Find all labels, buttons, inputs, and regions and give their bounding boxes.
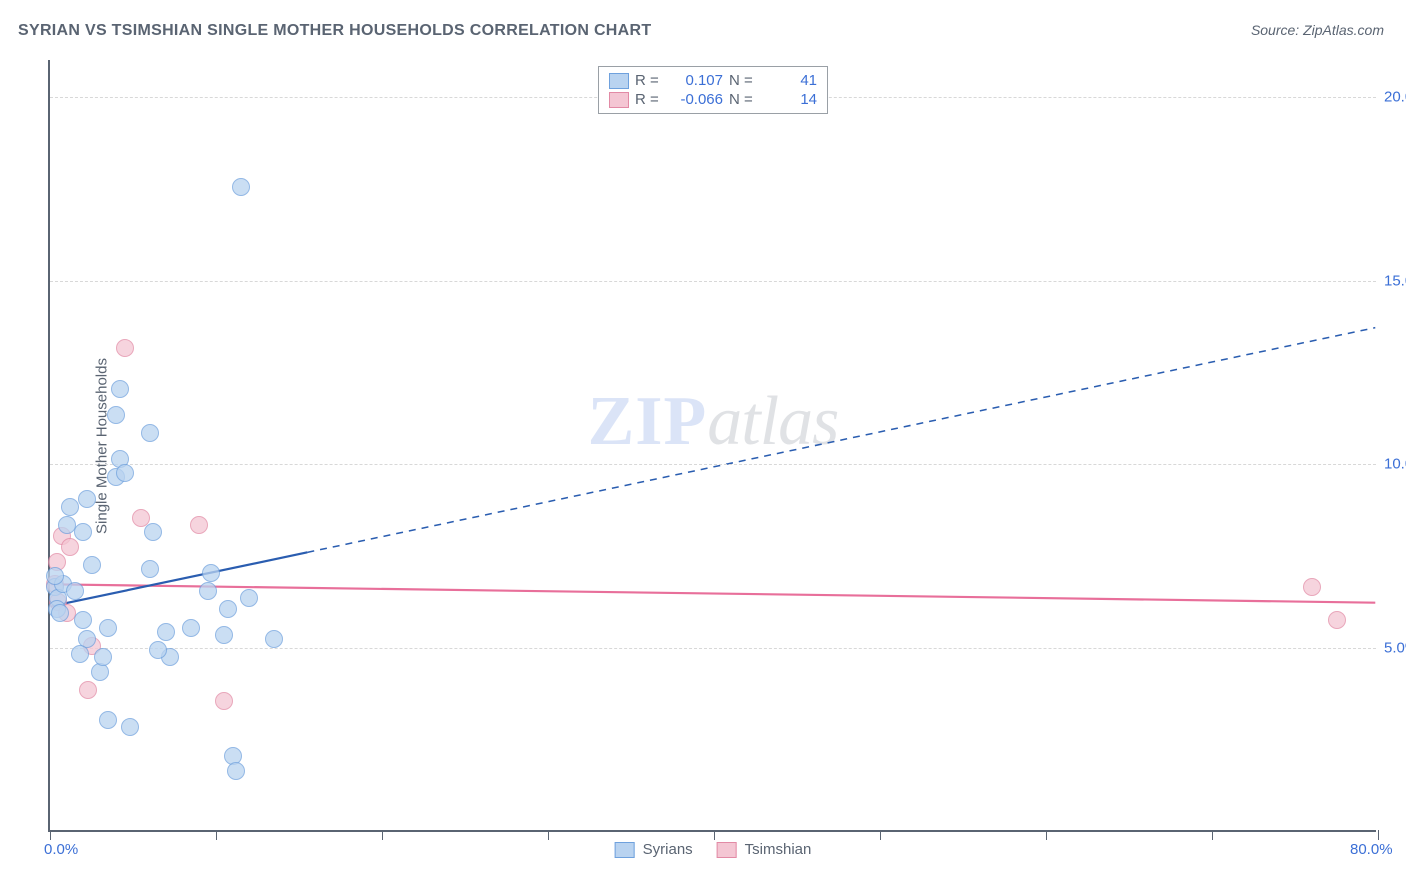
point-syrians — [265, 630, 283, 648]
n-value-syrians: 41 — [761, 72, 817, 89]
swatch-syrians — [609, 73, 629, 89]
point-tsimshian — [190, 516, 208, 534]
point-syrians — [202, 564, 220, 582]
point-syrians — [61, 498, 79, 516]
legend-stats: R = 0.107 N = 41 R = -0.066 N = 14 — [598, 66, 828, 114]
legend-stats-row-tsimshian: R = -0.066 N = 14 — [609, 90, 817, 109]
point-syrians — [51, 604, 69, 622]
gridline — [50, 464, 1376, 465]
x-tick — [1212, 830, 1213, 840]
point-syrians — [99, 619, 117, 637]
point-syrians — [240, 589, 258, 607]
r-label: R = — [635, 72, 661, 89]
watermark: ZIPatlas — [588, 382, 839, 462]
x-tick — [548, 830, 549, 840]
point-tsimshian — [61, 538, 79, 556]
legend-stats-row-syrians: R = 0.107 N = 41 — [609, 71, 817, 90]
point-syrians — [219, 600, 237, 618]
y-tick-label: 5.0% — [1384, 640, 1406, 657]
x-tick — [880, 830, 881, 840]
point-syrians — [107, 406, 125, 424]
point-syrians — [94, 648, 112, 666]
x-tick — [714, 830, 715, 840]
n-label: N = — [729, 72, 755, 89]
point-syrians — [121, 718, 139, 736]
point-syrians — [99, 711, 117, 729]
point-syrians — [74, 523, 92, 541]
x-tick-label: 0.0% — [44, 841, 78, 858]
point-syrians — [83, 556, 101, 574]
point-tsimshian — [215, 692, 233, 710]
x-tick — [382, 830, 383, 840]
point-syrians — [66, 582, 84, 600]
x-tick — [1046, 830, 1047, 840]
legend-label-syrians: Syrians — [643, 841, 693, 858]
point-syrians — [199, 582, 217, 600]
source-label: Source: ZipAtlas.com — [1251, 22, 1384, 38]
point-syrians — [232, 178, 250, 196]
point-syrians — [215, 626, 233, 644]
point-tsimshian — [79, 681, 97, 699]
plot-area: ZIPatlas R = 0.107 N = 41 R = -0.066 N =… — [48, 60, 1376, 832]
watermark-atlas: atlas — [707, 383, 838, 460]
point-tsimshian — [1303, 578, 1321, 596]
y-tick-label: 20.0% — [1384, 88, 1406, 105]
point-syrians — [71, 645, 89, 663]
r-value-tsimshian: -0.066 — [667, 91, 723, 108]
legend-item-tsimshian: Tsimshian — [717, 841, 812, 858]
legend-label-tsimshian: Tsimshian — [745, 841, 812, 858]
point-syrians — [58, 516, 76, 534]
gridline — [50, 648, 1376, 649]
legend-series: Syrians Tsimshian — [615, 841, 812, 858]
swatch-tsimshian — [717, 842, 737, 858]
legend-item-syrians: Syrians — [615, 841, 693, 858]
watermark-zip: ZIP — [588, 383, 708, 460]
point-syrians — [141, 560, 159, 578]
point-syrians — [116, 464, 134, 482]
r-label: R = — [635, 91, 661, 108]
point-syrians — [149, 641, 167, 659]
gridline — [50, 281, 1376, 282]
n-value-tsimshian: 14 — [761, 91, 817, 108]
n-label: N = — [729, 91, 755, 108]
point-syrians — [157, 623, 175, 641]
r-value-syrians: 0.107 — [667, 72, 723, 89]
point-syrians — [111, 380, 129, 398]
chart-container: SYRIAN VS TSIMSHIAN SINGLE MOTHER HOUSEH… — [0, 0, 1406, 892]
point-syrians — [74, 611, 92, 629]
y-tick-label: 15.0% — [1384, 272, 1406, 289]
point-syrians — [78, 490, 96, 508]
point-tsimshian — [1328, 611, 1346, 629]
x-tick-label: 80.0% — [1350, 841, 1393, 858]
point-syrians — [182, 619, 200, 637]
trendlines-svg — [50, 60, 1376, 830]
x-tick — [216, 830, 217, 840]
y-tick-label: 10.0% — [1384, 456, 1406, 473]
x-tick — [50, 830, 51, 840]
swatch-syrians — [615, 842, 635, 858]
point-syrians — [227, 762, 245, 780]
chart-title: SYRIAN VS TSIMSHIAN SINGLE MOTHER HOUSEH… — [18, 22, 651, 40]
point-syrians — [141, 424, 159, 442]
x-tick — [1378, 830, 1379, 840]
swatch-tsimshian — [609, 92, 629, 108]
point-tsimshian — [116, 339, 134, 357]
point-syrians — [46, 567, 64, 585]
point-syrians — [144, 523, 162, 541]
